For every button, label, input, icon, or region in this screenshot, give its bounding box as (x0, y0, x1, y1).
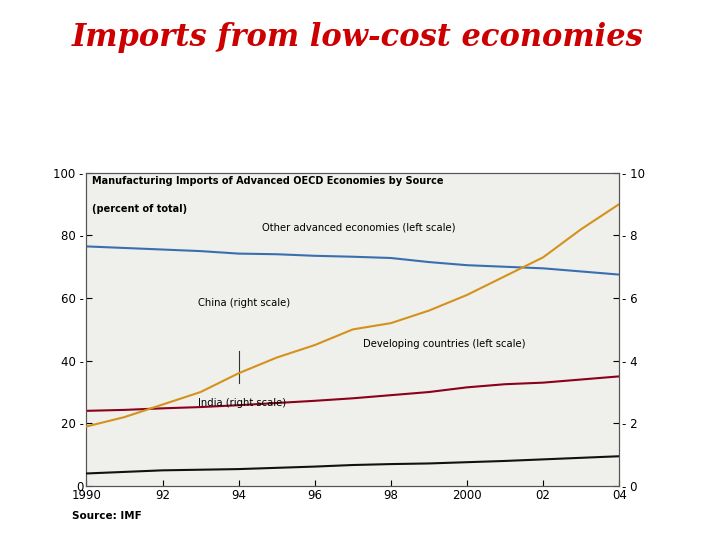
Text: Source: IMF: Source: IMF (72, 511, 142, 521)
Text: Manufacturing Imports of Advanced OECD Economies by Source: Manufacturing Imports of Advanced OECD E… (91, 176, 444, 186)
Text: (percent of total): (percent of total) (91, 204, 187, 214)
Text: Imports from low-cost economies: Imports from low-cost economies (72, 22, 644, 52)
Text: China (right scale): China (right scale) (198, 298, 290, 308)
Text: Other advanced economies (left scale): Other advanced economies (left scale) (262, 223, 456, 233)
Text: India (right scale): India (right scale) (198, 399, 287, 408)
Text: Developing countries (left scale): Developing countries (left scale) (364, 339, 526, 349)
